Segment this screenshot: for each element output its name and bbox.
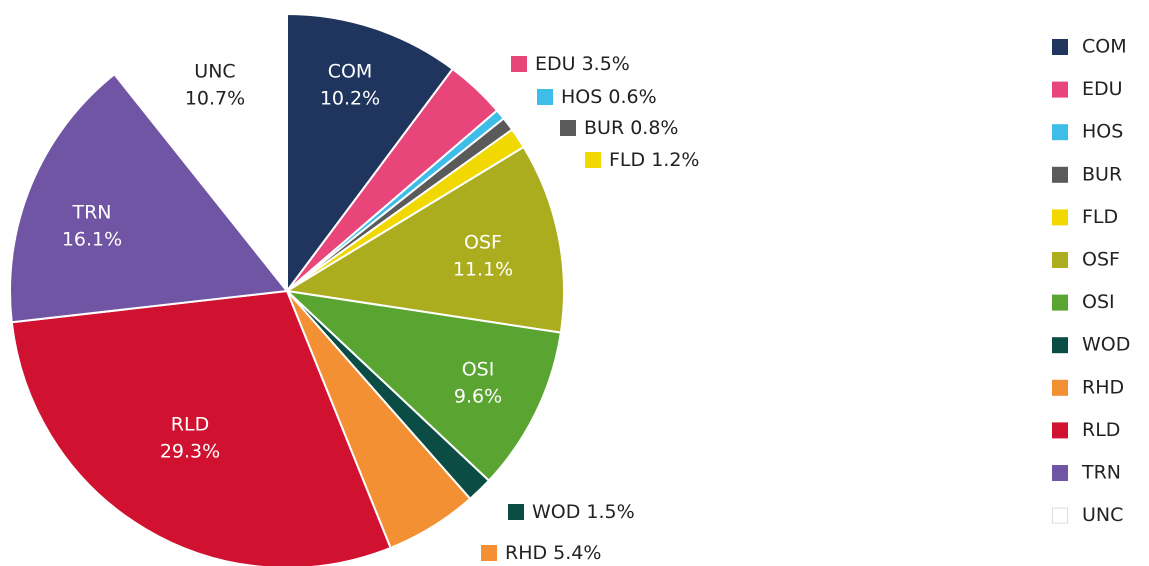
label-swatch — [481, 545, 497, 561]
legend-label: OSI — [1082, 291, 1115, 313]
slice-name: EDU — [535, 53, 576, 75]
slice-value-label: 3.5% — [582, 53, 630, 75]
slice-value-label: 5.4% — [553, 542, 601, 564]
slice-value-label: 29.3% — [160, 441, 220, 463]
slice-label: WOD 1.5% — [532, 501, 635, 523]
pie-slice — [113, 12, 288, 294]
label-swatch — [537, 89, 553, 105]
legend-swatch — [1052, 124, 1068, 141]
slice-value-label: 0.8% — [630, 117, 678, 139]
legend-label: COM — [1082, 36, 1127, 58]
legend-swatch — [1052, 465, 1068, 481]
legend-label: HOS — [1082, 121, 1123, 143]
legend-swatch — [1052, 379, 1068, 396]
legend-label: RHD — [1082, 376, 1124, 398]
label-swatch — [511, 56, 527, 72]
legend-label: UNC — [1082, 504, 1123, 526]
pie-slice — [286, 12, 455, 295]
legend-swatch — [1052, 337, 1068, 354]
slice-name: WOD — [532, 501, 580, 523]
legend-swatch — [1052, 209, 1068, 226]
legend-swatch — [1052, 166, 1068, 183]
slice-value-label: 9.6% — [454, 386, 502, 408]
pie-slice — [284, 145, 565, 334]
legend-swatch — [1052, 507, 1068, 524]
label-swatch — [560, 120, 576, 136]
slice-value-label: 10.7% — [185, 88, 245, 110]
slice-label: UNC — [194, 61, 235, 83]
slice-value-label: 0.6% — [608, 86, 656, 108]
slice-label: TRN — [71, 202, 111, 224]
slice-name: BUR — [584, 117, 624, 139]
pie-slice — [9, 72, 289, 324]
legend-label: TRN — [1081, 462, 1121, 484]
legend-label: WOD — [1082, 334, 1130, 356]
legend-swatch — [1052, 422, 1068, 439]
slice-label: EDU 3.5% — [535, 53, 630, 75]
slice-name: HOS — [561, 86, 602, 108]
pie-slice — [283, 289, 562, 483]
slice-label: OSI — [462, 359, 495, 381]
slice-label: RHD 5.4% — [505, 542, 601, 564]
legend-label: RLD — [1082, 419, 1120, 441]
slice-label: RLD — [171, 414, 209, 436]
legend-swatch — [1052, 39, 1068, 55]
legend-label: EDU — [1082, 78, 1123, 100]
legend-swatch — [1052, 252, 1068, 268]
slice-label: HOS 0.6% — [561, 86, 657, 108]
pie-slice — [10, 289, 392, 566]
legend-label: BUR — [1082, 163, 1122, 185]
slice-value-label: 16.1% — [62, 229, 122, 251]
slice-value-label: 1.2% — [651, 149, 699, 171]
legend-label: FLD — [1082, 206, 1118, 228]
legend-swatch — [1052, 294, 1068, 311]
slice-label: FLD 1.2% — [609, 149, 699, 171]
slice-value-label: 1.5% — [586, 501, 634, 523]
slice-label: BUR 0.8% — [584, 117, 678, 139]
label-swatch — [508, 504, 524, 520]
slice-label: OSF — [464, 232, 502, 254]
slice-value-label: 10.2% — [320, 88, 380, 110]
slice-value-label: 11.1% — [453, 259, 513, 281]
label-swatch — [585, 152, 601, 168]
slice-name: RHD — [505, 542, 547, 564]
slice-label: COM — [328, 61, 373, 83]
legend-label: OSF — [1082, 249, 1120, 271]
legend-swatch — [1052, 81, 1068, 98]
slice-name: FLD — [609, 149, 645, 171]
